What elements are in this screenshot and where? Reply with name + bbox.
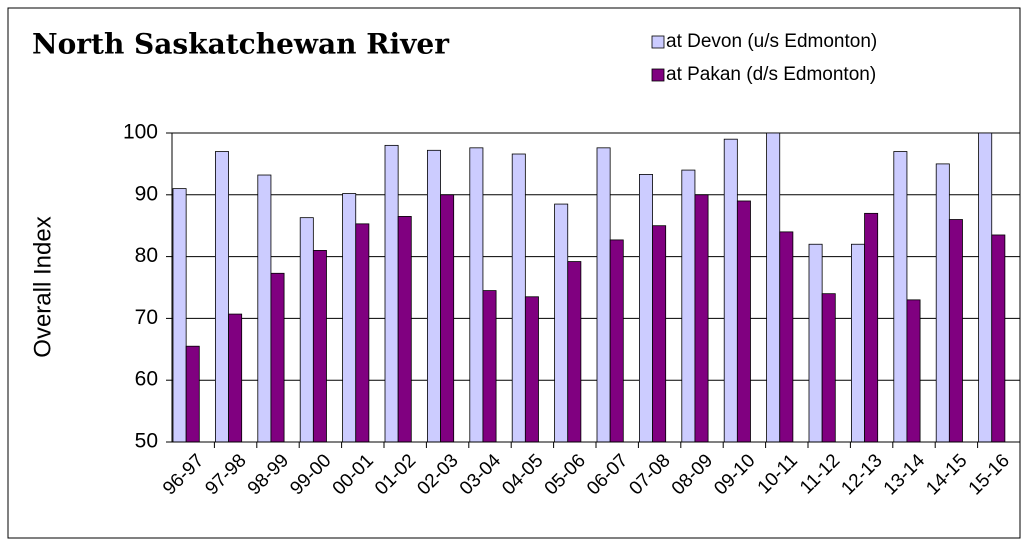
bar — [355, 223, 370, 443]
bar — [426, 149, 441, 443]
legend-swatch — [651, 68, 665, 82]
bar — [978, 132, 993, 443]
bar — [440, 194, 455, 443]
bar — [864, 212, 879, 443]
chart-title: North Saskatchewan River — [32, 28, 450, 61]
legend-label: at Pakan (d/s Edmonton) — [666, 64, 876, 85]
bar — [397, 216, 412, 443]
bar — [766, 132, 781, 443]
bar — [299, 217, 314, 443]
bar — [596, 147, 611, 443]
y-tick-label: 80 — [135, 244, 158, 267]
bar — [228, 313, 243, 443]
bar — [609, 239, 624, 443]
bar — [482, 290, 497, 443]
bar — [342, 193, 357, 443]
bar — [312, 250, 327, 443]
y-tick-label: 70 — [135, 306, 158, 329]
bar — [172, 188, 187, 443]
bar — [639, 174, 653, 443]
bar — [524, 296, 539, 443]
bar — [257, 174, 272, 443]
y-tick-label: 100 — [123, 121, 158, 144]
bar — [214, 151, 229, 443]
bar — [567, 261, 582, 443]
bar — [554, 203, 569, 443]
bar — [906, 299, 921, 443]
bar — [694, 194, 709, 443]
y-axis-label: Overall Index — [29, 216, 56, 357]
bar — [935, 163, 950, 443]
bar — [681, 169, 696, 443]
bar — [736, 200, 751, 443]
bar — [723, 138, 738, 443]
bar — [851, 243, 865, 443]
bar — [948, 219, 963, 443]
y-tick-label: 90 — [135, 182, 158, 205]
bar — [821, 293, 836, 443]
y-tick-label: 60 — [135, 368, 158, 391]
bar — [808, 243, 823, 443]
legend-swatch — [651, 35, 665, 49]
bar — [652, 225, 667, 443]
y-tick-label: 50 — [135, 430, 158, 453]
bar — [893, 151, 908, 443]
bar — [384, 144, 399, 443]
bar — [270, 272, 285, 443]
bar — [469, 147, 484, 443]
bar — [511, 153, 526, 443]
bar — [185, 345, 200, 443]
bar — [779, 231, 794, 443]
bar — [991, 234, 1006, 443]
legend-label: at Devon (u/s Edmonton) — [666, 31, 877, 52]
